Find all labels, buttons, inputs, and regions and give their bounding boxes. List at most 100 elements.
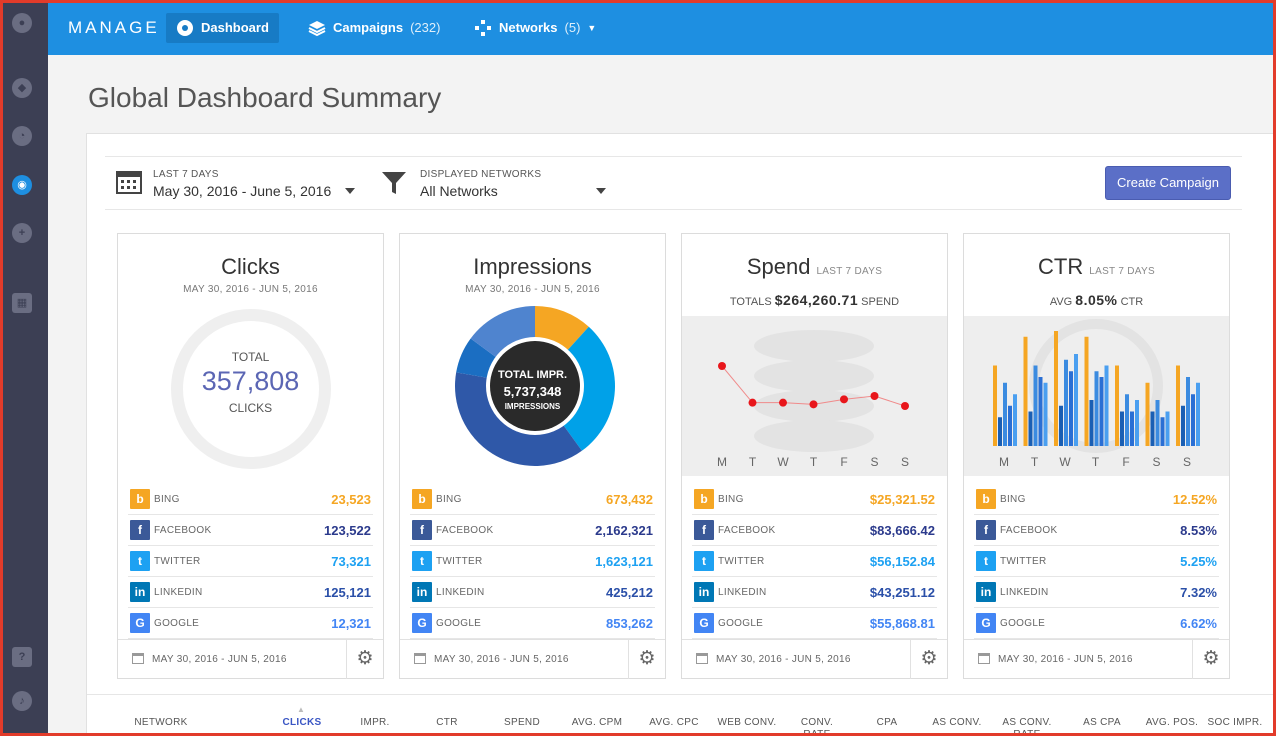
spend-point[interactable] [718,362,726,370]
network-row-linkedin[interactable]: in LINKEDIN 7.32% [974,577,1219,608]
gear-icon[interactable]: ⚙ [910,640,947,679]
ctr-bar-facebook[interactable] [998,417,1002,446]
ctr-bar-bing[interactable] [1176,365,1180,447]
add-user-icon[interactable]: + [12,223,32,243]
ctr-bar-google[interactable] [1196,382,1200,446]
help-icon[interactable]: ? [12,647,32,667]
ctr-bar-bing[interactable] [1084,336,1089,446]
ctr-bar-google[interactable] [1104,365,1109,447]
column-header[interactable]: CPA [876,717,898,728]
ctr-bar-google[interactable] [1135,400,1139,446]
network-row-linkedin[interactable]: in LINKEDIN 125,121 [128,577,373,608]
network-row-twitter[interactable]: t TWITTER $56,152.84 [692,546,937,577]
speed-icon[interactable]: ◔ [12,126,32,146]
spend-point[interactable] [840,395,848,404]
nav-dashboard[interactable]: Dashboard [166,13,279,43]
spend-point[interactable] [809,400,818,409]
apps-icon[interactable]: ▦ [12,293,32,313]
ctr-bar-facebook[interactable] [1120,411,1124,447]
network-row-twitter[interactable]: t TWITTER 73,321 [128,546,373,577]
ctr-bar-bing[interactable] [1145,382,1150,446]
ctr-bar-twitter[interactable] [1094,371,1099,446]
network-row-linkedin[interactable]: in LINKEDIN 425,212 [410,577,655,608]
spend-point[interactable] [870,392,879,400]
create-campaign-button[interactable]: Create Campaign [1105,166,1231,200]
ctr-bar-google[interactable] [1165,411,1170,447]
column-header[interactable]: SOC IMPR. [1207,717,1263,728]
spend-point[interactable] [748,398,757,407]
bell-icon[interactable]: ♪ [12,691,32,711]
column-header[interactable]: CTR [436,717,458,728]
network-name: GOOGLE [436,618,482,629]
network-row-google[interactable]: G GOOGLE $55,868.81 [692,608,937,639]
ctr-bar-facebook[interactable] [1089,400,1094,446]
column-header[interactable]: NETWORK [134,717,188,728]
ctr-bar-twitter[interactable] [1125,394,1129,446]
tag-icon[interactable]: ◆ [12,78,32,98]
ctr-bar-twitter[interactable] [1003,382,1007,446]
dashboard-icon[interactable]: ◉ [12,175,32,195]
ctr-bar-twitter[interactable] [1155,400,1160,446]
ctr-bar-facebook[interactable] [1181,405,1185,446]
network-value: 12.52% [1172,492,1217,507]
network-row-twitter[interactable]: t TWITTER 1,623,121 [410,546,655,577]
gear-icon[interactable]: ⚙ [1192,640,1229,679]
column-header[interactable]: WEB CONV. [717,717,777,728]
column-header[interactable]: AS CONV. RATE [1002,717,1052,736]
ctr-bar-facebook[interactable] [1059,405,1063,446]
ctr-bar-twitter[interactable] [1033,365,1038,447]
network-row-twitter[interactable]: t TWITTER 5.25% [974,546,1219,577]
network-row-facebook[interactable]: f FACEBOOK 8.53% [974,515,1219,546]
column-header[interactable]: SPEND [504,717,540,728]
nav-networks[interactable]: Networks (5) ▼ [464,13,606,43]
gear-icon[interactable]: ⚙ [628,640,665,679]
ctr-bar-bing[interactable] [1023,336,1028,446]
chevron-down-icon[interactable] [596,188,606,194]
networks-filter-select[interactable]: All Networks [420,183,498,199]
column-header[interactable]: AVG. POS. [1145,717,1199,728]
ctr-bar-bing[interactable] [1054,331,1058,446]
network-row-bing[interactable]: b BING 23,523 [128,484,373,515]
chevron-down-icon[interactable] [345,188,355,194]
ctr-bar-linkedin[interactable] [1191,394,1195,446]
ctr-bar-linkedin[interactable] [1130,411,1134,447]
ctr-bar-linkedin[interactable] [1160,417,1165,446]
column-header[interactable]: AVG. CPM [571,717,623,728]
network-row-bing[interactable]: b BING $25,321.52 [692,484,937,515]
network-row-google[interactable]: G GOOGLE 12,321 [128,608,373,639]
column-header[interactable]: AS CPA [1083,717,1121,728]
ctr-bar-bing[interactable] [1115,365,1119,447]
twitter-logo-icon: t [412,551,432,571]
ctr-bar-google[interactable] [1043,382,1048,446]
user-icon[interactable]: ● [12,13,32,33]
network-row-facebook[interactable]: f FACEBOOK 2,162,321 [410,515,655,546]
network-row-facebook[interactable]: f FACEBOOK $83,666.42 [692,515,937,546]
network-row-bing[interactable]: b BING 12.52% [974,484,1219,515]
ctr-bar-google[interactable] [1074,354,1078,446]
column-header[interactable]: CONV. RATE [800,717,834,736]
spend-point[interactable] [779,398,787,407]
network-row-facebook[interactable]: f FACEBOOK 123,522 [128,515,373,546]
ctr-bar-linkedin[interactable] [1038,377,1043,446]
column-header[interactable]: IMPR. [360,717,390,728]
ctr-bar-twitter[interactable] [1186,377,1190,446]
column-header[interactable]: CLICKS [282,717,322,728]
ctr-bar-twitter[interactable] [1064,359,1068,446]
ctr-bar-linkedin[interactable] [1099,377,1104,446]
ctr-bar-bing[interactable] [993,365,997,447]
network-row-google[interactable]: G GOOGLE 6.62% [974,608,1219,639]
network-row-linkedin[interactable]: in LINKEDIN $43,251.12 [692,577,937,608]
date-range-select[interactable]: May 30, 2016 - June 5, 2016 [153,183,332,199]
column-header[interactable]: AVG. CPC [649,717,699,728]
network-row-google[interactable]: G GOOGLE 853,262 [410,608,655,639]
ctr-bar-linkedin[interactable] [1069,371,1073,446]
ctr-bar-facebook[interactable] [1028,411,1033,447]
ctr-bar-linkedin[interactable] [1008,405,1012,446]
ctr-bar-google[interactable] [1013,394,1017,446]
spend-point[interactable] [901,402,909,410]
column-header[interactable]: AS CONV. [932,717,982,728]
gear-icon[interactable]: ⚙ [346,640,383,679]
nav-campaigns[interactable]: Campaigns (232) [298,13,450,43]
network-row-bing[interactable]: b BING 673,432 [410,484,655,515]
ctr-bar-facebook[interactable] [1150,411,1155,447]
